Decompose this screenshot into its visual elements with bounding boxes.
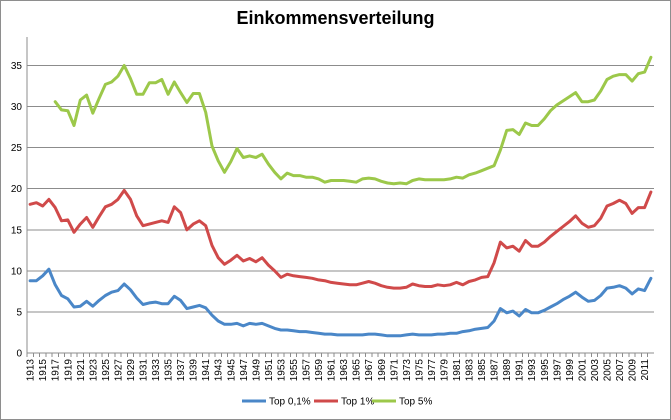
y-tick-label: 15 [11, 225, 23, 236]
series-line-0 [28, 267, 653, 338]
x-tick-label: 1915 [38, 359, 49, 382]
x-tick-label: 1973 [402, 359, 413, 382]
y-tick-label: 5 [16, 307, 22, 318]
x-tick-label: 1957 [302, 359, 313, 382]
series-line-2 [53, 55, 653, 186]
grid-lines [27, 65, 654, 313]
x-tick-label: 1919 [63, 359, 74, 382]
x-tick-label: 1935 [164, 359, 175, 382]
y-tick-label: 35 [11, 61, 23, 72]
x-tick-label: 1983 [465, 359, 476, 382]
x-tick-label: 1927 [113, 359, 124, 382]
x-tick-label: 1925 [101, 359, 112, 382]
x-tick-label: 1955 [289, 359, 300, 382]
x-tick-label: 1929 [126, 359, 137, 382]
x-tick-label: 1953 [276, 359, 287, 382]
x-tick-label: 1987 [490, 359, 501, 382]
y-tick-label: 0 [16, 349, 22, 360]
legend: Top 0,1% Top 1% Top 5% [242, 397, 432, 408]
x-tick-label: 1971 [389, 359, 400, 382]
x-tick-label: 1997 [552, 359, 563, 382]
x-tick-label: 1947 [239, 359, 250, 382]
x-tick-label: 1985 [477, 359, 488, 382]
x-tick-label: 1913 [26, 359, 37, 382]
x-tick-label: 1977 [427, 359, 438, 382]
chart-title: Einkommensverteilung [236, 8, 435, 28]
x-tick-label: 1967 [364, 359, 375, 382]
x-tick-label: 1961 [327, 359, 338, 382]
x-tick-label: 1921 [76, 359, 87, 382]
x-tick-label: 2009 [628, 359, 639, 382]
x-tick-label: 1959 [314, 359, 325, 382]
x-tick-label: 1937 [176, 359, 187, 382]
y-tick-label: 10 [11, 266, 23, 277]
x-tick-label: 1969 [377, 359, 388, 382]
x-tick-label: 2005 [602, 359, 613, 382]
x-tick-label: 1951 [264, 359, 275, 382]
x-tick-label: 1989 [502, 359, 513, 382]
x-tick-label: 1963 [339, 359, 350, 382]
x-tick-label: 2011 [640, 359, 651, 381]
x-tick-label: 2001 [577, 359, 588, 382]
y-tick-label: 25 [11, 143, 23, 154]
x-tick-label: 1979 [439, 359, 450, 382]
y-tick-labels: 0 5 10 15 20 25 30 35 [11, 61, 23, 359]
x-tick-label: 1999 [565, 359, 576, 382]
x-tick-labels: 1913 1915 1917 1919 1921 1923 1925 1927 1929 1931… [26, 359, 651, 382]
x-tick-label: 1995 [540, 359, 551, 382]
x-tick-label: 1991 [515, 359, 526, 382]
x-tick-label: 1941 [201, 359, 212, 382]
legend-label-2: Top 5% [399, 397, 432, 408]
x-tick-label: 1945 [226, 359, 237, 382]
axes [26, 37, 654, 357]
x-tick-label: 1965 [352, 359, 363, 382]
y-tick-label: 20 [11, 184, 23, 195]
x-tick-label: 1943 [214, 359, 225, 382]
x-tick-label: 2007 [615, 359, 626, 382]
x-tick-label: 1949 [251, 359, 262, 382]
x-tick-label: 1923 [88, 359, 99, 382]
x-tick-label: 1975 [414, 359, 425, 382]
x-tick-label: 2003 [590, 359, 601, 382]
x-tick-label: 1931 [138, 359, 149, 382]
legend-label-0: Top 0,1% [269, 397, 311, 408]
x-tick-label: 1993 [527, 359, 538, 382]
y-tick-label: 30 [11, 102, 23, 113]
legend-label-1: Top 1% [341, 397, 374, 408]
series-line-1 [28, 188, 653, 290]
x-tick-label: 1939 [189, 359, 200, 382]
x-tick-label: 1917 [51, 359, 62, 382]
x-tick-label: 1981 [452, 359, 463, 382]
series-lines [28, 55, 653, 338]
x-tick-label: 1933 [151, 359, 162, 382]
